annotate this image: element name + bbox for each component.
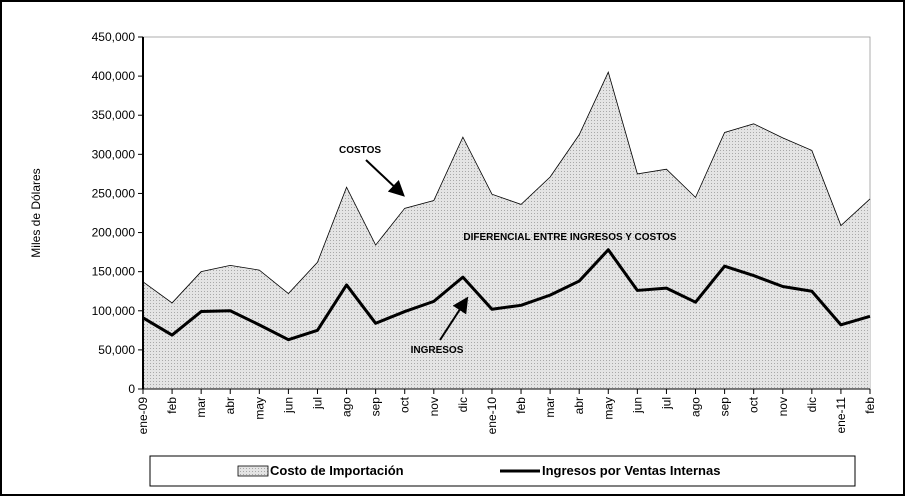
x-tick-label: nov [776,397,790,416]
y-tick-label: 50,000 [98,343,135,357]
legend-label: Ingresos por Ventas Internas [542,463,720,478]
x-tick-label: feb [165,397,179,414]
x-tick-label: may [601,397,615,420]
x-tick-label: jun [281,397,295,414]
x-tick-label: may [252,397,266,420]
arrow [365,159,405,197]
x-tick-label: jul [659,397,673,410]
x-tick-label: dic [456,397,470,412]
x-tick-label: oct [747,396,761,413]
arrow [439,296,469,341]
x-tick-label: mar [543,397,557,418]
y-tick-label: 0 [128,382,135,396]
x-tick-label: ene-11 [834,397,848,434]
x-tick-label: ene-09 [136,397,150,435]
annotation: DIFERENCIAL ENTRE INGRESOS Y COSTOS [463,232,677,243]
x-tick-label: jun [630,397,644,414]
y-tick-label: 350,000 [92,108,136,122]
y-label: Miles de Dólares [29,168,43,257]
x-tick-label: ago [689,397,703,417]
x-tick-label: ene-10 [485,397,499,435]
y-tick-label: 300,000 [92,147,136,161]
x-tick-label: feb [514,397,528,414]
x-tick-label: abr [572,397,586,414]
area [143,72,870,389]
y-tick-label: 400,000 [92,69,136,83]
annotation: COSTOS [339,145,381,156]
x-tick-label: dic [805,397,819,412]
x-tick-label: nov [427,397,441,416]
line [142,248,871,342]
y-tick-label: 100,000 [92,304,136,318]
y-tick-label: 450,000 [92,30,136,44]
x-tick-label: oct [398,396,412,413]
x-tick-label: ago [340,397,354,417]
y-tick-label: 200,000 [92,226,136,240]
x-tick-label: abr [223,397,237,414]
x-tick-label: feb [863,397,877,414]
legend-swatch [237,465,269,477]
y-tick-label: 250,000 [92,186,136,200]
y-tick-label: 150,000 [92,265,136,279]
x-tick-label: sep [718,397,732,417]
plot: 0 50,000 100,000 150,000 200,000 250,000 300,0… [92,30,877,434]
legend-label: Costo de Importación [270,463,404,478]
area-edge [142,71,871,304]
x-tick-label: jul [310,397,324,410]
annotation: INGRESOS [411,345,464,356]
x-tick-label: mar [194,397,208,418]
x-tick-label: sep [369,397,383,417]
